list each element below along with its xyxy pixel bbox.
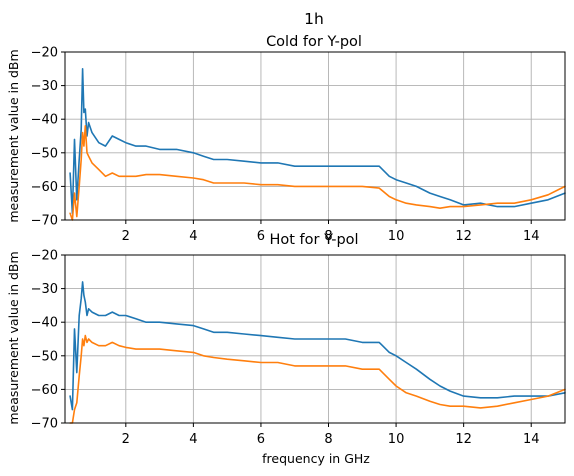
panel-cold-ylabel: measurement value in dBm	[6, 49, 21, 222]
cold-x-tick-label: 14	[523, 229, 540, 244]
panel-hot-frame	[64, 254, 566, 424]
cold-y-tick-label: −70	[31, 214, 58, 229]
cold-x-tick-label: 12	[455, 229, 472, 244]
panel-cold-title: Cold for Y-pol	[266, 34, 362, 50]
cold-x-tick-label: 8	[324, 229, 332, 244]
cold-x-tick-label: 6	[257, 229, 265, 244]
cold-y-tick-label: −40	[31, 113, 58, 128]
panel-cold-series	[69, 68, 566, 221]
panel-hot-title: Hot for Y-pol	[269, 232, 358, 248]
panel-hot-ticks: 2 4 6 8 10 12 14 −70 −60 −50 −40 −30 −20	[31, 249, 540, 448]
cold-x-tick-label: 4	[189, 229, 197, 244]
cold-y-tick-label: −20	[31, 46, 58, 61]
hot-x-tick-label: 12	[455, 432, 472, 447]
panel-cold-grid	[65, 51, 565, 221]
panel-hot-xlabel: frequency in GHz	[262, 451, 370, 466]
cold-y-tick-label: −30	[31, 79, 58, 94]
panel-hot-ylabel: measurement value in dBm	[6, 251, 21, 424]
hot-x-tick-label: 6	[257, 432, 265, 447]
figure-suptitle: 1h	[304, 10, 324, 28]
hot-x-tick-label: 8	[324, 432, 332, 447]
hot-y-tick-label: −70	[31, 417, 58, 432]
hot-x-tick-label: 14	[523, 432, 540, 447]
panel-hot: Hot for Y-pol measurement value in dBm 2…	[6, 232, 566, 466]
cold-y-tick-label: −50	[31, 146, 58, 161]
cold-series-line-1	[69, 68, 566, 215]
hot-y-tick-label: −40	[31, 316, 58, 331]
panel-cold-ticks: 2 4 6 8 10 12 14 −70 −60 −50 −40 −30 −20	[31, 46, 540, 245]
hot-x-tick-label: 4	[189, 432, 197, 447]
hot-x-tick-label: 2	[122, 432, 130, 447]
panel-cold: Cold for Y-pol measurement value in dBm …	[6, 34, 566, 245]
hot-x-tick-label: 10	[388, 432, 405, 447]
cold-x-tick-label: 10	[388, 229, 405, 244]
hot-y-tick-label: −50	[31, 349, 58, 364]
hot-y-tick-label: −20	[31, 249, 58, 264]
cold-x-tick-label: 2	[122, 229, 130, 244]
panel-cold-frame	[64, 51, 566, 221]
cold-y-tick-label: −60	[31, 180, 58, 195]
hot-y-tick-label: −60	[31, 383, 58, 398]
panel-hot-series	[69, 281, 566, 424]
hot-series-line-2	[69, 334, 566, 424]
hot-series-line-1	[69, 281, 566, 411]
hot-y-tick-label: −30	[31, 282, 58, 297]
cold-series-line-2	[69, 125, 566, 221]
